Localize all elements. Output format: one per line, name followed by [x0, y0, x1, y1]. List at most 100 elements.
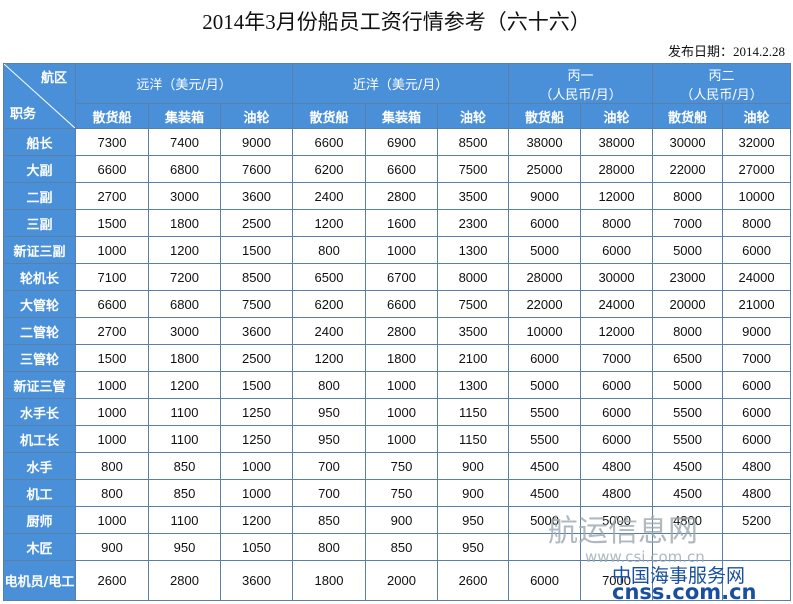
value-cell: 10000	[508, 317, 582, 345]
value-cell: 38000	[580, 128, 654, 156]
column-header: 油轮	[219, 103, 294, 129]
column-header: 散货船	[292, 103, 367, 129]
value-cell: 6500	[652, 344, 724, 372]
value-cell: 900	[365, 506, 439, 534]
value-cell: 6800	[148, 155, 221, 183]
value-cell: 6600	[365, 290, 439, 318]
value-cell: 2600	[75, 560, 149, 601]
corner-bottom: 职务	[10, 107, 37, 122]
salary-table: 航区 职务 远洋（美元/月） 近洋（美元/月） 丙一 （人民币/月） 丙二 （人民币/月） 散货…	[3, 63, 792, 601]
value-cell: 950	[148, 533, 221, 561]
group-header: 丙一 （人民币/月）	[508, 63, 654, 104]
value-cell: 7500	[437, 155, 510, 183]
value-cell: 6000	[722, 398, 792, 426]
value-cell: 5500	[652, 425, 724, 453]
value-cell: 7200	[148, 263, 221, 291]
value-cell: 6900	[365, 128, 439, 156]
value-cell: 1100	[148, 506, 221, 534]
value-cell: 1100	[148, 398, 221, 426]
data-row: 二管轮 2700 3000 3600 2400 2800 3500 10000 12000 800…	[3, 317, 792, 345]
value-cell: 20000	[652, 290, 724, 318]
value-cell: 2700	[75, 182, 149, 210]
role-cell: 船长	[3, 128, 76, 156]
value-cell: 900	[437, 479, 510, 507]
data-row: 新证三副 1000 1200 1500 800 1000 1300 5000 6000 5000 6…	[3, 236, 792, 264]
value-cell: 23000	[652, 263, 724, 291]
empty-cell	[652, 560, 724, 601]
value-cell: 1000	[75, 506, 149, 534]
value-cell: 750	[365, 479, 439, 507]
column-header: 散货船	[508, 103, 582, 129]
value-cell: 30000	[652, 128, 724, 156]
value-cell: 5000	[508, 371, 582, 399]
value-cell: 22000	[508, 290, 582, 318]
value-cell: 3000	[148, 317, 221, 345]
value-cell: 8000	[722, 209, 792, 237]
value-cell: 2500	[219, 209, 294, 237]
data-row: 水手 800 850 1000 700 750 900 4500 4800 4500 4800	[3, 452, 792, 480]
value-cell: 24000	[722, 263, 792, 291]
value-cell: 24000	[580, 290, 654, 318]
value-cell: 1500	[219, 236, 294, 264]
role-cell: 轮机长	[3, 263, 76, 291]
value-cell: 4800	[722, 479, 792, 507]
value-cell: 950	[437, 533, 510, 561]
value-cell: 7500	[437, 290, 510, 318]
data-row: 水手长 1000 1100 1250 950 1000 1150 5500 6000 5500 60…	[3, 398, 792, 426]
column-header: 集装箱	[148, 103, 221, 129]
data-row: 大副 6600 6800 7600 6200 6600 7500 25000 28000 2200…	[3, 155, 792, 183]
value-cell: 2300	[437, 209, 510, 237]
value-cell: 21000	[722, 290, 792, 318]
value-cell: 900	[437, 452, 510, 480]
value-cell: 5500	[652, 398, 724, 426]
value-cell: 6200	[292, 155, 367, 183]
value-cell: 5000	[508, 236, 582, 264]
value-cell: 8000	[652, 182, 724, 210]
value-cell: 6500	[292, 263, 367, 291]
value-cell: 1050	[219, 533, 294, 561]
value-cell: 38000	[508, 128, 582, 156]
value-cell: 1500	[75, 209, 149, 237]
group-label: 丙一	[567, 68, 594, 84]
data-row: 木匠 900 950 1050 800 850 950	[3, 533, 792, 561]
value-cell: 6000	[722, 371, 792, 399]
empty-cell	[508, 533, 582, 561]
group-header: 远洋（美元/月）	[74, 63, 294, 104]
value-cell: 800	[75, 479, 149, 507]
value-cell: 4800	[652, 506, 724, 534]
value-cell: 1200	[148, 236, 221, 264]
group-label: 近洋（美元/月）	[352, 78, 449, 93]
publish-date: 发布日期：2014.2.28	[667, 44, 785, 59]
value-cell: 700	[292, 479, 367, 507]
value-cell: 2800	[365, 182, 439, 210]
value-cell: 1600	[365, 209, 439, 237]
value-cell: 7000	[580, 560, 654, 601]
value-cell: 7500	[219, 290, 294, 318]
role-cell: 厨师	[3, 506, 76, 534]
value-cell: 2600	[437, 560, 510, 601]
role-cell: 大管轮	[3, 290, 76, 318]
value-cell: 3500	[437, 317, 510, 345]
value-cell: 12000	[580, 182, 654, 210]
value-cell: 28000	[580, 155, 654, 183]
value-cell: 8500	[219, 263, 294, 291]
value-cell: 6000	[580, 236, 654, 264]
header-row: 散货船 集装箱 油轮 散货船 集装箱 油轮 散货船 油轮 散货船 油轮	[4, 103, 792, 129]
value-cell: 850	[292, 506, 367, 534]
corner-top: 航区	[40, 71, 67, 86]
value-cell: 1200	[219, 506, 294, 534]
column-header: 集装箱	[365, 103, 439, 129]
value-cell: 6000	[580, 425, 654, 453]
value-cell: 3000	[148, 182, 221, 210]
value-cell: 9000	[508, 182, 582, 210]
role-cell: 机工长	[3, 425, 76, 453]
value-cell: 950	[292, 425, 367, 453]
value-cell: 7600	[219, 155, 294, 183]
column-header: 散货船	[652, 103, 724, 129]
value-cell: 6600	[75, 155, 149, 183]
value-cell: 7000	[652, 209, 724, 237]
column-header: 散货船	[75, 103, 149, 129]
value-cell: 1000	[75, 236, 149, 264]
value-cell: 1000	[219, 452, 294, 480]
